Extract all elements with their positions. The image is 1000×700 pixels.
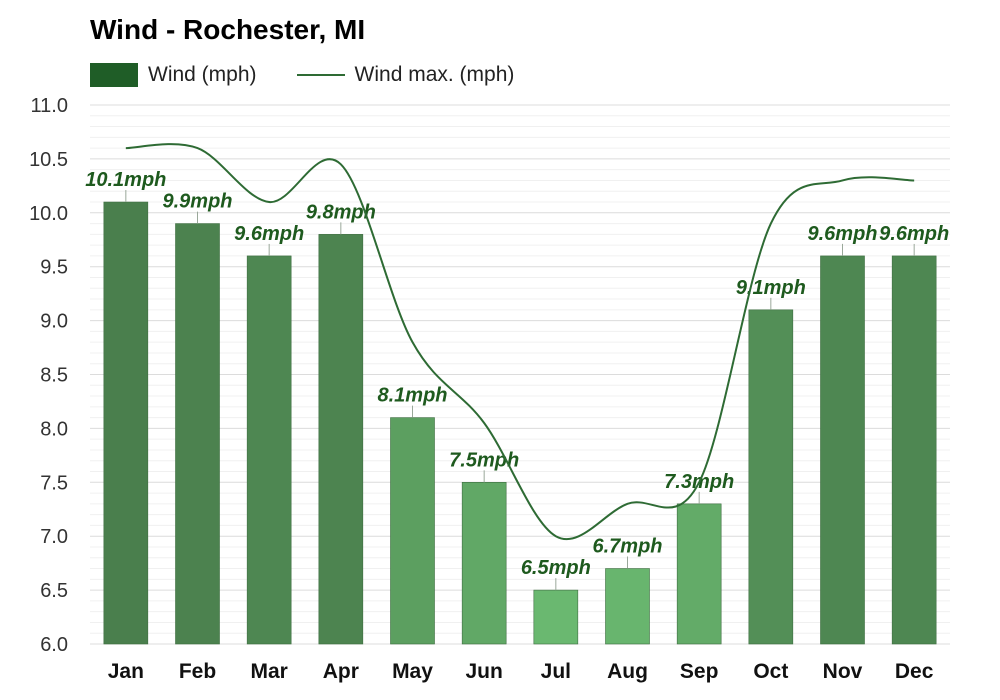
bar-sep bbox=[676, 503, 722, 645]
data-label-may: 8.1mph bbox=[377, 385, 447, 407]
legend-line-label: Wind max. (mph) bbox=[354, 63, 515, 86]
bar-mar bbox=[246, 255, 292, 645]
y-tick-label: 11.0 bbox=[31, 95, 68, 117]
x-tick-label: Feb bbox=[179, 660, 216, 683]
legend-bar-swatch bbox=[90, 63, 138, 87]
x-tick-label: Jul bbox=[541, 660, 571, 683]
bar-apr bbox=[318, 234, 364, 645]
bar-jun bbox=[461, 481, 507, 645]
data-label-jan: 10.1mph bbox=[85, 169, 166, 191]
legend: Wind (mph) Wind max. (mph) bbox=[90, 60, 514, 90]
y-tick-label: 8.0 bbox=[40, 418, 68, 440]
bar-jan bbox=[103, 201, 149, 645]
bar-jul bbox=[533, 589, 579, 645]
data-label-mar: 9.6mph bbox=[234, 223, 304, 245]
x-tick-label: Sep bbox=[680, 660, 719, 683]
y-tick-label: 10.0 bbox=[29, 203, 68, 225]
data-label-jun: 7.5mph bbox=[449, 449, 519, 471]
data-label-jul: 6.5mph bbox=[521, 557, 591, 579]
x-tick-label: Jun bbox=[465, 660, 502, 683]
x-tick-label: Jan bbox=[108, 660, 144, 683]
y-tick-label: 10.5 bbox=[29, 149, 68, 171]
data-label-aug: 6.7mph bbox=[592, 536, 662, 558]
y-tick-label: 6.5 bbox=[40, 580, 68, 602]
x-tick-label: Apr bbox=[323, 660, 359, 683]
bar-feb bbox=[175, 223, 220, 645]
legend-line-swatch bbox=[296, 74, 345, 76]
bar-may bbox=[390, 417, 435, 645]
x-tick-label: Nov bbox=[823, 660, 863, 683]
y-tick-label: 7.0 bbox=[40, 526, 68, 548]
y-tick-label: 9.5 bbox=[40, 257, 68, 279]
x-tick-label: May bbox=[392, 660, 433, 683]
data-label-apr: 9.8mph bbox=[306, 201, 376, 223]
wind-max-line bbox=[125, 143, 915, 540]
x-tick-label: Dec bbox=[895, 660, 934, 683]
bar-oct bbox=[748, 309, 794, 645]
data-label-oct: 9.1mph bbox=[736, 277, 806, 299]
bar-nov bbox=[820, 255, 865, 645]
legend-bar-label: Wind (mph) bbox=[148, 63, 257, 86]
data-label-nov: 9.6mph bbox=[807, 223, 877, 245]
x-tick-label: Mar bbox=[250, 660, 287, 683]
chart-title: Wind - Rochester, MI bbox=[90, 14, 366, 45]
y-tick-label: 9.0 bbox=[40, 311, 68, 333]
data-label-dec: 9.6mph bbox=[879, 223, 949, 245]
x-tick-label: Oct bbox=[753, 660, 788, 683]
bar-aug bbox=[605, 568, 650, 645]
y-tick-label: 8.5 bbox=[40, 365, 68, 387]
y-tick-label: 6.0 bbox=[40, 634, 68, 656]
y-tick-label: 7.5 bbox=[40, 472, 68, 494]
data-label-feb: 9.9mph bbox=[162, 191, 232, 213]
x-tick-label: Aug bbox=[607, 660, 648, 683]
bar-dec bbox=[891, 255, 937, 645]
